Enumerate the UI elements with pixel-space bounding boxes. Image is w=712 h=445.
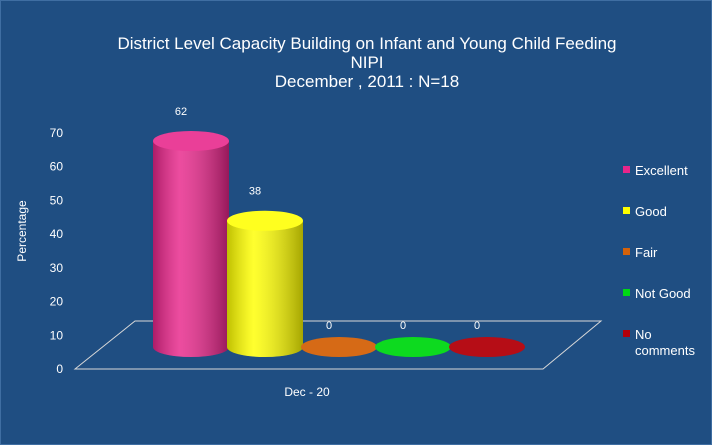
bar-shading [227,220,303,357]
y-tick-label: 50 [50,193,64,207]
data-labels-group: 62 38 0 0 0 [175,106,480,332]
legend-swatch [623,248,630,255]
legend-item: Fair [623,245,658,260]
bar-good [227,210,303,357]
bar-not-good [375,337,451,357]
bar-top-highlight [449,337,525,357]
legend-label: Fair [635,245,658,260]
y-tick-label: 40 [50,227,64,241]
x-category-label: Dec - 20 [284,385,330,399]
bar-top-highlight [227,210,303,231]
bar-top [227,210,303,231]
legend-label: Excellent [635,163,688,178]
legend-swatch [623,330,630,337]
data-label: 38 [249,186,261,198]
data-label: 0 [326,320,332,332]
legend-item: Not Good [623,286,691,301]
bar-top [153,131,229,151]
bar-no-comments [449,337,525,357]
legend-label: Good [635,204,667,219]
chart-floor [73,320,603,370]
y-tick-label: 60 [50,160,64,174]
legend-swatch [623,166,630,173]
bar-top-highlight [301,337,377,357]
legend-label: Not Good [635,286,691,301]
bar-excellent [153,131,229,357]
y-tick-label: 20 [50,295,64,309]
y-tick-label: 0 [56,362,63,376]
bars-group [153,131,525,357]
bar-top [449,337,525,357]
bar-fair [301,337,377,357]
legend-swatch [623,289,630,296]
legend-swatch [623,207,630,214]
bar-top [375,337,451,357]
chart-title-line-3: December , 2011 : N=18 [275,72,459,91]
y-tick-label: 10 [50,328,64,342]
legend-item: Good [623,204,667,219]
y-tick-label: 70 [50,126,64,140]
data-label: 0 [474,320,480,332]
legend-item: No comments [623,327,695,358]
y-tick-label: 30 [50,261,64,275]
data-label: 0 [400,320,406,332]
chart-legend: Excellent Good Fair Not Good No comments [623,163,695,358]
legend-item: Excellent [623,163,688,178]
y-axis-label: Percentage [15,200,29,262]
bar-top-highlight [375,337,451,357]
chart-title-line-1: District Level Capacity Building on Infa… [118,34,617,53]
chart-title: District Level Capacity Building on Infa… [118,34,617,91]
bar-top [301,337,377,357]
data-label: 62 [175,106,187,118]
y-axis-ticks: 0 10 20 30 40 50 60 70 [50,126,64,376]
chart-title-line-2: NIPI [350,53,383,72]
legend-label: No comments [635,327,695,358]
bar-shading [153,141,229,357]
bar-top-highlight [153,131,229,151]
